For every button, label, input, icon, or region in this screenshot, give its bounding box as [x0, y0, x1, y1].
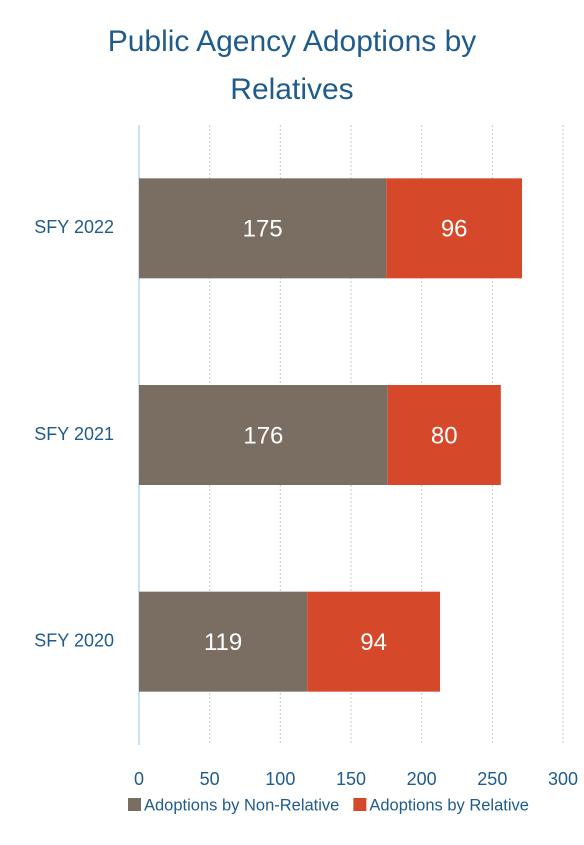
x-tick-label: 300	[548, 769, 578, 789]
x-tick-label: 50	[200, 769, 220, 789]
legend-swatch	[128, 798, 141, 811]
legend-swatch	[353, 798, 367, 811]
bar-segment	[139, 591, 308, 692]
x-tick-label: 200	[407, 769, 437, 789]
data-label: 119	[204, 629, 242, 656]
chart-title: Public Agency Adoptions by Relatives	[107, 25, 477, 106]
y-tick-label: SFY 2020	[34, 630, 114, 650]
x-tick-label: 0	[134, 769, 144, 789]
legend-label: Adoptions by Relative	[369, 796, 529, 814]
data-label: 96	[441, 216, 468, 243]
data-label: 176	[243, 422, 283, 449]
bar-segment	[139, 385, 388, 485]
y-tick-label: SFY 2022	[34, 217, 114, 237]
y-tick-label: SFY 2021	[34, 424, 114, 444]
data-label: 175	[243, 216, 283, 243]
data-label: 94	[360, 629, 387, 656]
data-label: 80	[431, 422, 458, 449]
bar-segment	[386, 178, 523, 279]
x-tick-label: 100	[265, 769, 295, 789]
bar-segment	[387, 385, 501, 485]
bar-segment	[307, 591, 441, 692]
bar-segment	[139, 178, 387, 279]
x-tick-label: 250	[477, 769, 507, 789]
legend-label: Adoptions by Non-Relative	[144, 796, 339, 814]
x-tick-label: 150	[336, 769, 366, 789]
